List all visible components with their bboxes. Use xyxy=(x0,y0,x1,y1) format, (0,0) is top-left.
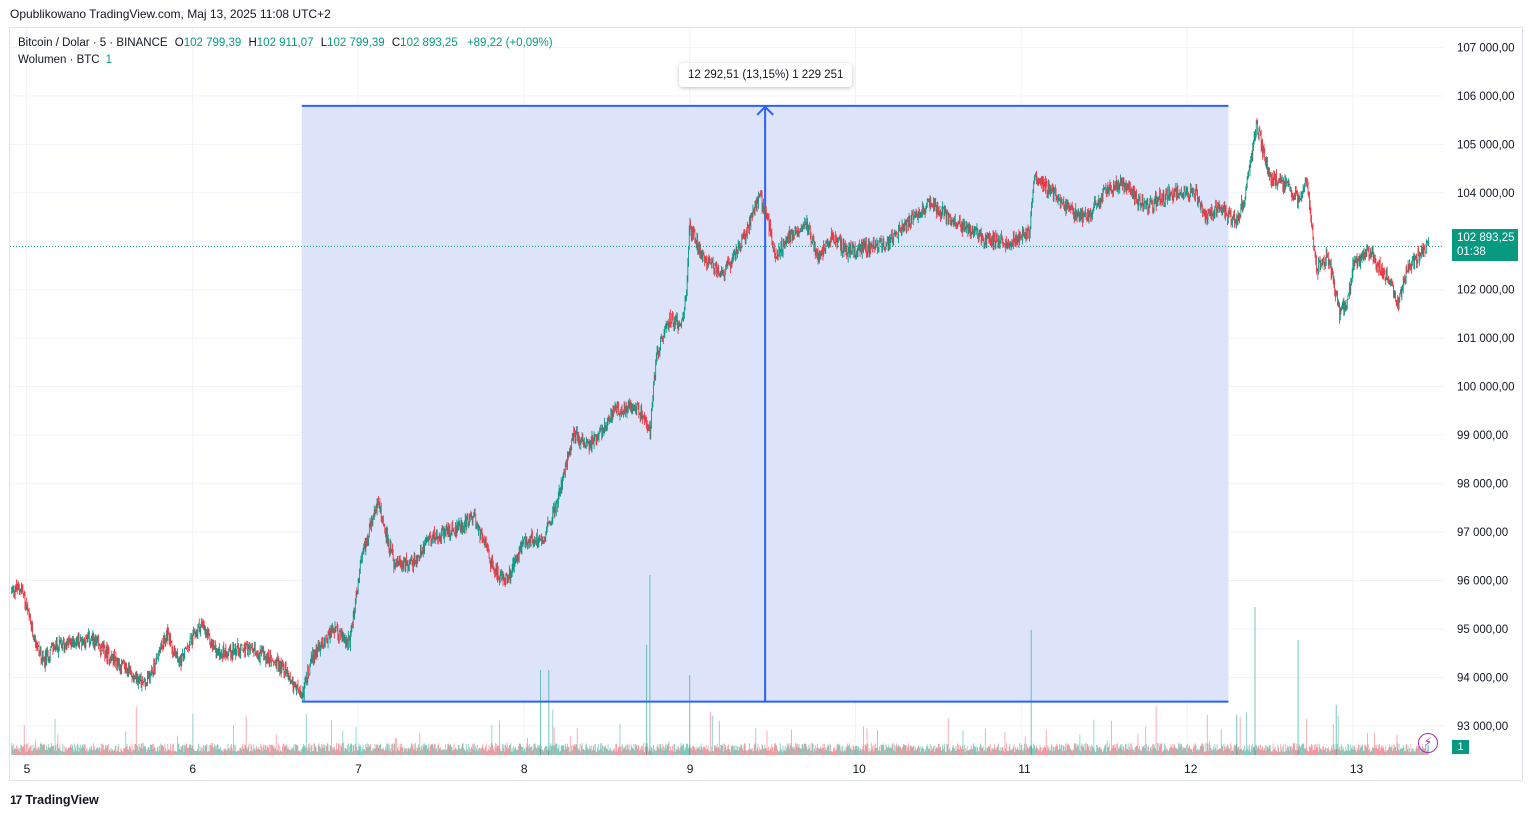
time-tick-label: 6 xyxy=(189,762,196,776)
lightning-icon[interactable]: ⚡ xyxy=(1418,733,1438,753)
price-tick-label: 98 000,00 xyxy=(1457,479,1508,491)
publish-info: Opublikowano TradingView.com, Maj 13, 20… xyxy=(10,7,331,21)
price-tick-label: 107 000,00 xyxy=(1457,42,1515,54)
price-tick-label: 93 000,00 xyxy=(1457,721,1508,733)
time-tick-label: 8 xyxy=(521,762,528,776)
bar-countdown: 01:38 xyxy=(1457,246,1486,258)
high-value: 102 911,07 xyxy=(256,37,314,49)
open-value: 102 799,39 xyxy=(183,37,242,49)
tradingview-logo-icon: 17 xyxy=(10,793,22,807)
price-tick-label: 100 000,00 xyxy=(1457,382,1515,394)
price-candles xyxy=(11,118,1429,703)
price-tick-label: 102 000,00 xyxy=(1457,285,1515,297)
time-tick-label: 13 xyxy=(1350,762,1364,776)
time-tick-label: 9 xyxy=(687,762,694,776)
legend-volume-row: Wolumen · BTC 1 xyxy=(18,52,553,69)
price-tick-label: 95 000,00 xyxy=(1457,624,1508,636)
time-tick-label: 5 xyxy=(24,762,31,776)
high-label: H xyxy=(248,37,257,49)
chart-legend: Bitcoin / Dolar · 5 · BINANCE O102 799,3… xyxy=(18,35,553,69)
volume-bars xyxy=(11,575,1429,755)
close-value: 102 893,25 xyxy=(400,37,458,49)
price-axis: 107 000,00 106 000,00 105 000,00 104 000,00… xyxy=(1457,42,1515,733)
price-tick-label: 105 000,00 xyxy=(1457,139,1515,151)
low-label: L xyxy=(320,37,328,49)
current-price-value: 102 893,25 xyxy=(1457,232,1515,244)
low-value: 102 799,39 xyxy=(327,37,385,49)
price-tick-label: 94 000,00 xyxy=(1457,672,1508,684)
measure-arrow-head xyxy=(756,105,774,116)
change-value: +89,22 (+0,09%) xyxy=(466,37,553,49)
legend-ohlc-row: Bitcoin / Dolar · 5 · BINANCE O102 799,3… xyxy=(18,35,553,52)
price-tick-label: 99 000,00 xyxy=(1457,430,1508,442)
measure-label: 12 292,51 (13,15%) 1 229 251 xyxy=(679,63,853,87)
tradingview-branding[interactable]: 17 TradingView xyxy=(10,793,99,807)
close-label: C xyxy=(391,37,401,49)
price-tick-label: 104 000,00 xyxy=(1457,188,1515,200)
price-tick-label: 106 000,00 xyxy=(1457,91,1515,103)
volume-value-tag: 1 xyxy=(1452,740,1469,754)
symbol-title[interactable]: Bitcoin / Dolar · 5 · BINANCE xyxy=(18,37,168,49)
time-tick-label: 11 xyxy=(1018,762,1031,776)
measure-tool xyxy=(301,104,1229,703)
time-axis: 5 6 7 8 9 10 11 12 13 xyxy=(24,762,1364,776)
price-tick-label: 97 000,00 xyxy=(1457,527,1508,539)
time-tick-label: 7 xyxy=(355,762,362,776)
time-tick-label: 10 xyxy=(852,762,866,776)
time-tick-label: 12 xyxy=(1184,762,1198,776)
price-tick-label: 96 000,00 xyxy=(1457,576,1508,588)
open-label: O xyxy=(174,37,184,49)
volume-value: 1 xyxy=(105,54,112,66)
price-tick-label: 101 000,00 xyxy=(1457,333,1515,345)
brand-name: TradingView xyxy=(25,793,99,807)
chart-frame xyxy=(9,27,1523,781)
volume-label[interactable]: Wolumen · BTC xyxy=(18,54,100,66)
current-price-tag: 102 893,25 01:38 xyxy=(1452,229,1518,261)
